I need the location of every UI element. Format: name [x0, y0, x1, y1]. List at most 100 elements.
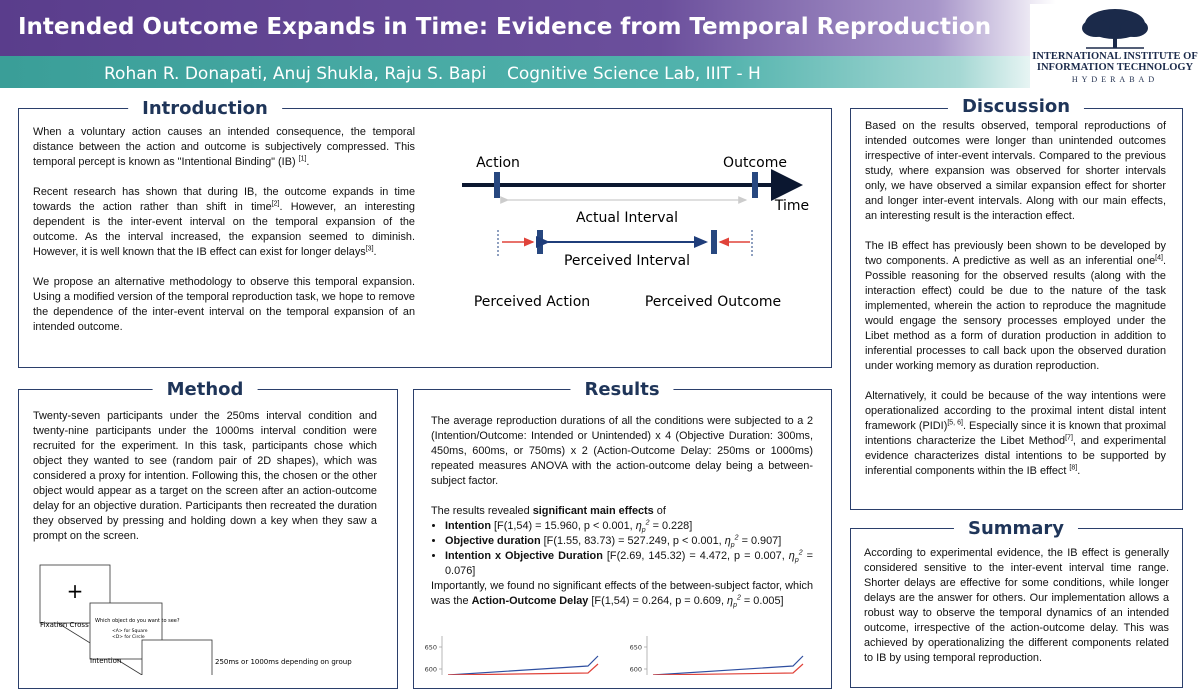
text-run: [F(1,54) = 15.960, p < 0.001, — [490, 520, 636, 532]
logo: INTERNATIONAL INSTITUTE OF INFORMATION T… — [1030, 4, 1200, 88]
paragraph: According to experimental evidence, the … — [864, 546, 1169, 666]
method-text: Twenty-seven participants under the 250m… — [33, 409, 377, 559]
diagram-label: Actual Interval — [576, 210, 678, 226]
figure-text: 250ms or 1000ms depending on group — [215, 658, 352, 666]
bold-text: significant main effects — [532, 505, 654, 517]
chart-line — [652, 663, 804, 675]
text-run: Importantly, we found no significant eff… — [431, 580, 813, 607]
text-run: = 0.907] — [738, 535, 782, 547]
eta-sub: p — [730, 542, 735, 550]
figure-text: <A> for Square — [112, 628, 148, 634]
reference: [8] — [1069, 464, 1078, 472]
reference: [5, 6] — [947, 419, 963, 427]
section-title: Method — [152, 379, 258, 400]
bullet: Intention [F(1,54) = 15.960, p < 0.001, … — [445, 519, 813, 534]
text-run: . Especially since it is known that prox… — [865, 420, 1166, 447]
diagram-label: Perceived Action — [474, 294, 590, 310]
eta-symbol: ηp2 — [727, 594, 741, 609]
bullet: Objective duration [F(1.55, 83.73) = 527… — [445, 534, 813, 549]
text-run: [F(1.55, 83.73) = 527.249, p < 0.001, — [540, 535, 725, 547]
paragraph: When a voluntary action causes an intend… — [33, 125, 415, 170]
paragraph: Recent research has shown that during IB… — [33, 185, 415, 260]
chart-line — [447, 655, 599, 675]
logo-line: INTERNATIONAL INSTITUTE OF — [1032, 51, 1198, 62]
diagram-label: Time — [774, 198, 809, 214]
diagram-label: Action — [476, 155, 520, 171]
introduction-text: When a voluntary action causes an intend… — [33, 125, 415, 350]
author-band — [0, 56, 1200, 88]
text-run: , and experimental evidence characterize… — [865, 435, 1166, 477]
text-run: Alternatively, it could be because of th… — [865, 390, 1166, 432]
chart-line — [652, 655, 804, 675]
eta-sup: 2 — [645, 519, 650, 527]
poster: Intended Outcome Expands in Time: Eviden… — [0, 0, 1200, 675]
text-run: The results revealed — [431, 505, 533, 517]
y-tick-label: 600 — [630, 666, 642, 674]
section-title: Results — [570, 379, 674, 400]
authors: Rohan R. Donapati, Anuj Shukla, Raju S. … — [104, 64, 487, 84]
eta-sup: 2 — [734, 534, 739, 542]
text-run: = 0.076] — [445, 550, 813, 577]
interval-diagram: Action Outcome Time Actual Interval Perc… — [462, 155, 809, 310]
y-tick-label: 600 — [425, 666, 437, 674]
results-paragraphs: Importantly, we found no significant eff… — [431, 579, 813, 609]
text-run: Recent research has shown that during IB… — [33, 186, 415, 213]
figure-text: <D> for Circle — [112, 634, 145, 640]
bold-text: Intention x Objective Duration — [445, 550, 603, 562]
text-run: = 0.228] — [649, 520, 693, 532]
text-run: Based on the results observed, temporal … — [865, 120, 1166, 222]
eta-sup: 2 — [798, 549, 803, 557]
reference: [4] — [1155, 254, 1163, 262]
text-run: According to experimental evidence, the … — [864, 547, 1169, 664]
text-run: . However, an interesting dependent is t… — [33, 201, 415, 258]
eta-symbol: ηp2 — [724, 534, 739, 550]
task-figure: + Fixation Cross Which object do you wan… — [39, 564, 352, 675]
section-title: Discussion — [947, 96, 1085, 117]
eta-sub: p — [641, 527, 646, 535]
y-tick-label: 650 — [425, 644, 437, 652]
chart-line — [447, 663, 599, 675]
reference: [7] — [1065, 434, 1073, 442]
text-run: Twenty-seven participants under the 250m… — [33, 410, 377, 542]
results-paragraphs: The average reproduction durations of al… — [431, 414, 813, 519]
lab: Cognitive Science Lab, IIIT - H — [507, 64, 761, 84]
text-run: . — [373, 246, 377, 258]
text-run: = 0.005] — [740, 595, 784, 607]
figure-text: Which object do you want to see? — [95, 618, 180, 624]
title-band — [0, 0, 1200, 56]
text-run: [F(2.69, 145.32) = 4.472, p = 0.007, — [602, 550, 789, 562]
diagram-label: Outcome — [723, 155, 787, 171]
eta-symbol: ηp2 — [636, 519, 650, 535]
text-run: The average reproduction durations of al… — [431, 415, 813, 487]
results-bullets: Intention [F(1,54) = 15.960, p < 0.001, … — [431, 519, 813, 579]
text-run: The IB effect has previously been shown … — [865, 240, 1166, 267]
paragraph: The IB effect has previously been shown … — [865, 239, 1166, 374]
discussion-text: Based on the results observed, temporal … — [865, 119, 1166, 494]
bold-text: Objective duration — [445, 535, 541, 547]
paragraph: Importantly, we found no significant eff… — [431, 579, 813, 609]
diagram-label: Perceived Interval — [564, 253, 690, 269]
eta-sub: p — [794, 557, 799, 565]
paragraph: The average reproduction durations of al… — [431, 414, 813, 489]
section-title: Summary — [953, 518, 1079, 539]
bullet: Intention x Objective Duration [F(2.69, … — [445, 549, 813, 579]
summary-text: According to experimental evidence, the … — [864, 546, 1169, 681]
results-text: The average reproduction durations of al… — [431, 414, 813, 624]
eta-symbol: ηp2 — [789, 549, 803, 565]
text-run: . — [1077, 465, 1081, 477]
eta: η — [727, 595, 734, 607]
figure-text: Intention — [90, 657, 121, 665]
eta: η — [724, 535, 731, 547]
reference: [1] — [298, 155, 307, 163]
eta-sup: 2 — [736, 594, 741, 602]
text-run: . Possible reasoning for the observed re… — [865, 255, 1166, 372]
y-tick-label: 650 — [630, 644, 642, 652]
logo-tree — [1082, 9, 1148, 49]
paragraph: The results revealed significant main ef… — [431, 504, 813, 519]
paragraph: Alternatively, it could be because of th… — [865, 389, 1166, 479]
text-run: [F(1,54) = 0.264, p = 0.609, — [588, 595, 728, 607]
text-run: . — [306, 156, 310, 168]
logo-line: HYDERABAD — [1071, 75, 1159, 84]
paragraph: Based on the results observed, temporal … — [865, 119, 1166, 224]
poster-title: Intended Outcome Expands in Time: Eviden… — [18, 14, 992, 40]
